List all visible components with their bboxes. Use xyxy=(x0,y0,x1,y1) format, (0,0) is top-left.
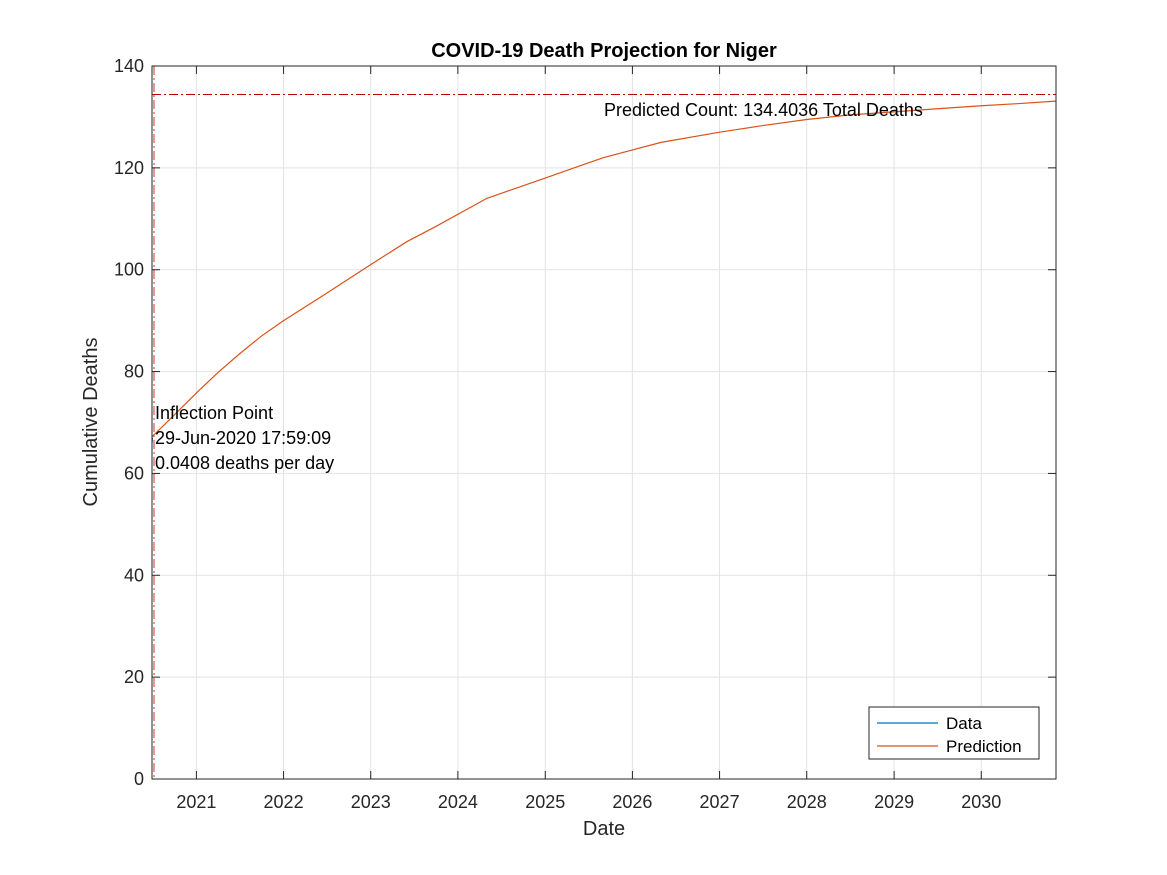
y-tick-label: 80 xyxy=(124,362,144,382)
legend: Data Prediction xyxy=(868,706,1040,760)
series-line-prediction xyxy=(151,100,1057,438)
legend-box xyxy=(868,706,1040,760)
y-tick-label: 0 xyxy=(134,769,144,789)
y-tick-label: 100 xyxy=(114,260,144,280)
x-tick-label: 2029 xyxy=(874,792,914,812)
y-tick-label: 20 xyxy=(124,667,144,687)
y-axis-label: Cumulative Deaths xyxy=(80,338,102,507)
x-tick-label: 2024 xyxy=(438,792,478,812)
x-tick-label: 2021 xyxy=(176,792,216,812)
inflection-rate-annotation: 0.0408 deaths per day xyxy=(155,453,334,473)
chart-title: COVID-19 Death Projection for Niger xyxy=(431,40,777,62)
reference-lines xyxy=(152,66,1056,779)
y-tick-label: 120 xyxy=(114,158,144,178)
y-tick-label: 140 xyxy=(114,56,144,76)
legend-label-data: Data xyxy=(946,714,982,733)
x-axis-label: Date xyxy=(583,818,625,840)
legend-label-prediction: Prediction xyxy=(946,737,1022,756)
x-tick-label: 2026 xyxy=(612,792,652,812)
inflection-title-annotation: Inflection Point xyxy=(155,403,273,423)
x-tick-label: 2027 xyxy=(700,792,740,812)
inflection-date-annotation: 29-Jun-2020 17:59:09 xyxy=(155,428,331,448)
y-tick-label: 40 xyxy=(124,565,144,585)
axes-box xyxy=(151,65,1057,780)
grid xyxy=(152,66,1056,779)
x-tick-label: 2022 xyxy=(264,792,304,812)
x-tick-label: 2025 xyxy=(525,792,565,812)
x-tick-label: 2028 xyxy=(787,792,827,812)
predicted-count-annotation: Predicted Count: 134.4036 Total Deaths xyxy=(604,100,923,120)
x-tick-label: 2023 xyxy=(351,792,391,812)
ticks: 0 20 40 60 80 100 120 140 2021 2022 2023 2024 2025 20… xyxy=(114,56,1056,812)
x-tick-label: 2030 xyxy=(961,792,1001,812)
y-tick-label: 60 xyxy=(124,463,144,483)
plot-area xyxy=(152,66,1056,779)
